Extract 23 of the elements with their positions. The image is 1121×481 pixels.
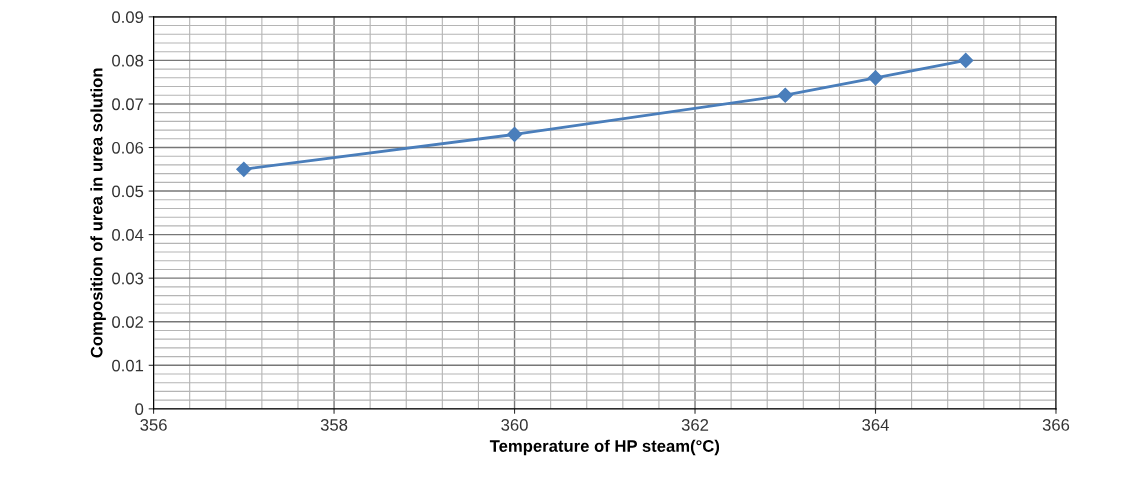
x-tick-label: 360: [501, 419, 528, 431]
x-tick-label: 364: [862, 419, 889, 431]
y-tick-label: 0: [135, 403, 144, 416]
point: [777, 87, 793, 103]
x-tick-label: 356: [140, 419, 167, 431]
y-axis-title: Composition of urea in urea solution: [90, 68, 106, 358]
y-tick-label: 0.08: [112, 54, 144, 67]
point: [236, 161, 252, 177]
y-tick-label: 0.01: [112, 359, 144, 372]
x-tick-label: 366: [1042, 419, 1070, 431]
y-tick-label: 0.04: [112, 229, 144, 241]
x-tick-label: 362: [681, 419, 709, 431]
x-axis-title: Temperature of HP steam(°C): [489, 439, 720, 456]
point: [958, 52, 974, 68]
y-tick-label: 0.07: [112, 98, 144, 111]
y-tick-label: 0.02: [112, 316, 144, 328]
y-tick-label: 0.03: [112, 272, 144, 285]
y-tick-label: 0.06: [112, 141, 144, 154]
y-tick-label: 0.09: [112, 11, 144, 24]
point: [506, 126, 523, 143]
x-tick-label: 358: [320, 419, 348, 431]
point: [867, 70, 884, 86]
y-tick-label: 0.05: [112, 185, 144, 198]
